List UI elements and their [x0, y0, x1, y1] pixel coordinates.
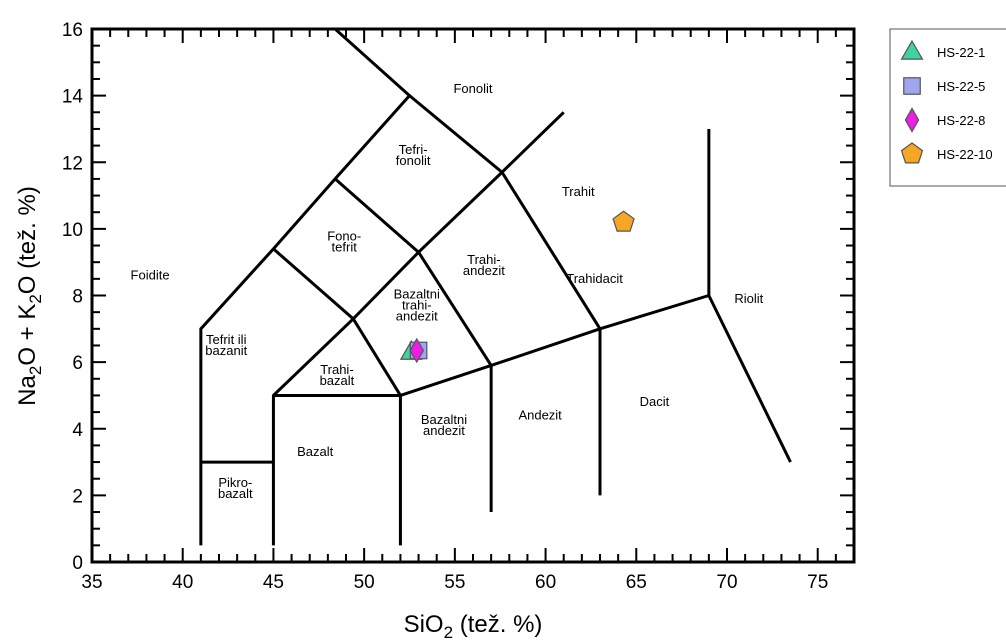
field-label-trahit: Trahit	[562, 184, 595, 199]
field-label-bazalt: Bazalt	[297, 444, 334, 459]
y-tick-label: 12	[62, 153, 83, 174]
field-label-bazaltni-andezit: Bazaltni andezit	[421, 412, 467, 438]
field-label-tefri-fonolit: Tefri-fonolit	[396, 142, 431, 168]
boundary-line-1	[199, 27, 412, 546]
field-label-trahi-bazalt: Trahi-bazalt	[320, 362, 355, 388]
x-tick-label: 40	[172, 572, 193, 593]
x-tick-label: 75	[807, 572, 828, 593]
legend-marker-hs-22-10	[900, 142, 924, 164]
y-tick-label: 8	[72, 287, 83, 308]
y-axis-title: Na2O + K2O (tež. %)	[14, 186, 45, 406]
x-tick-label: 60	[535, 572, 556, 593]
legend-marker-hs-22-8	[904, 107, 920, 133]
x-tick-label: 55	[444, 572, 465, 593]
y-tick-label: 10	[62, 220, 83, 241]
field-label-trahidacit: Trahidacit	[566, 271, 623, 286]
y-tick-label: 4	[72, 420, 83, 441]
data-point-hs-22-8	[409, 337, 425, 364]
legend: HS-22-1 HS-22-5 HS-22-8 HS-22-10	[889, 28, 1006, 187]
data-points	[399, 210, 635, 364]
y-tick-label: 2	[72, 486, 83, 507]
boundary-line-6	[334, 177, 493, 513]
x-axis-title: SiO2 (tež. %)	[404, 611, 543, 641]
field-label-fono-tefrit: Fono-tefrit	[327, 229, 361, 255]
field-labels: Fonolit Tefri-fonolit Fono-tefrit Foidite Te…	[131, 81, 764, 501]
legend-label-hs-22-5: HS-22-5	[937, 79, 985, 94]
legend-marker-hs-22-1	[900, 39, 924, 60]
y-tick-label: 16	[62, 20, 83, 41]
y-tick-label: 0	[72, 553, 83, 574]
data-point-hs-22-10	[612, 210, 635, 232]
legend-label-hs-22-1: HS-22-1	[937, 45, 985, 60]
field-label-pikro-bazalt: Pikro-bazalt	[218, 475, 253, 501]
x-tick-label: 35	[81, 572, 102, 593]
field-label-trahi-andezit: Trahi-andezit	[463, 252, 505, 278]
field-boundaries	[199, 27, 792, 546]
legend-label-hs-22-10: HS-22-10	[937, 147, 993, 162]
x-tick-label: 70	[716, 572, 737, 593]
field-label-fonolit: Fonolit	[453, 81, 492, 96]
y-tick-label: 6	[72, 353, 83, 374]
boundary-line-8	[272, 247, 402, 397]
x-tick-label: 65	[626, 572, 647, 593]
x-tick-label: 45	[263, 572, 284, 593]
y-tick-label: 14	[62, 87, 84, 108]
field-label-foidite: Foidite	[131, 268, 170, 283]
boundary-line-4	[273, 393, 402, 546]
legend-label-hs-22-8: HS-22-8	[937, 113, 985, 128]
x-tick-label: 50	[354, 572, 375, 593]
boundary-line-7	[408, 94, 602, 496]
field-label-tefrit-ili-bazanit: Tefrit ili bazanit	[205, 332, 247, 358]
boundary-line-3	[271, 111, 565, 546]
legend-marker-hs-22-5	[903, 77, 921, 95]
field-label-bazaltni-trahi-andezit: Bazaltni trahi-andezit	[394, 286, 440, 323]
field-label-andezit: Andezit	[518, 407, 562, 422]
field-label-riolit: Riolit	[734, 291, 763, 306]
axis-ticks: 35 40 45 50 55 60 65 70 75 0 2 4 6 8 10 12 14 16	[62, 20, 855, 593]
field-label-dacit: Dacit	[640, 394, 670, 409]
